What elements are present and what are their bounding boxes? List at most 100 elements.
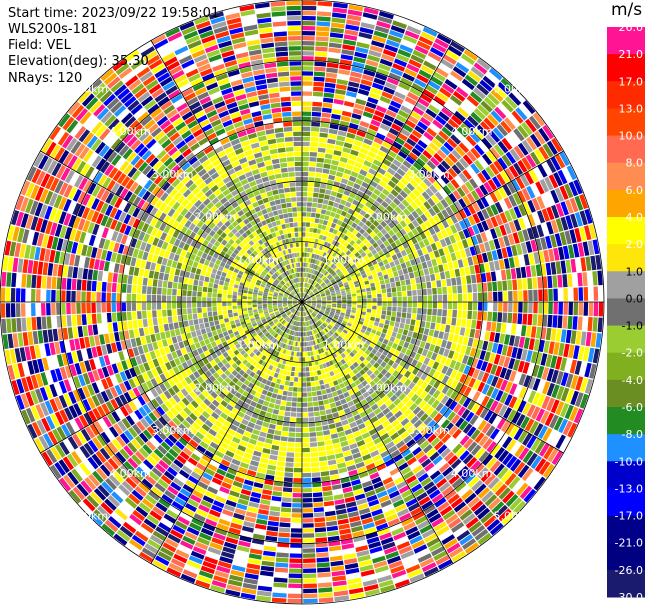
velocity-gate bbox=[319, 281, 324, 286]
velocity-gate bbox=[332, 318, 338, 322]
velocity-gate bbox=[543, 249, 550, 263]
velocity-gate bbox=[397, 296, 402, 302]
velocity-gate bbox=[305, 305, 310, 309]
velocity-gate bbox=[404, 96, 417, 106]
velocity-gate bbox=[338, 467, 348, 474]
velocity-gate bbox=[484, 262, 490, 273]
velocity-gate bbox=[327, 349, 332, 355]
velocity-gate bbox=[303, 538, 315, 543]
velocity-gate bbox=[371, 348, 378, 355]
velocity-gate bbox=[308, 268, 311, 273]
velocity-gate bbox=[331, 17, 346, 24]
velocity-gate bbox=[331, 565, 345, 572]
velocity-gate bbox=[307, 187, 314, 192]
velocity-gate bbox=[501, 512, 515, 525]
velocity-gate bbox=[331, 108, 342, 115]
velocity-gate bbox=[330, 27, 344, 34]
velocity-gate bbox=[328, 464, 338, 471]
velocity-gate bbox=[418, 496, 431, 506]
velocity-gate bbox=[334, 241, 340, 247]
velocity-gate bbox=[319, 325, 324, 330]
velocity-gate bbox=[199, 340, 206, 347]
velocity-gate bbox=[302, 51, 315, 56]
velocity-gate bbox=[355, 245, 362, 252]
velocity-gate bbox=[345, 334, 351, 340]
velocity-gate bbox=[318, 273, 323, 278]
velocity-gate bbox=[359, 186, 367, 193]
velocity-gate bbox=[397, 244, 405, 252]
velocity-gate bbox=[302, 5, 317, 11]
velocity-gate bbox=[312, 302, 317, 304]
velocity-gate bbox=[404, 452, 414, 462]
velocity-gate bbox=[361, 142, 371, 150]
velocity-gate bbox=[330, 364, 336, 371]
velocity-gate bbox=[423, 357, 431, 366]
velocity-gate bbox=[417, 289, 422, 296]
velocity-gate bbox=[518, 103, 532, 118]
velocity-gate bbox=[317, 285, 321, 290]
velocity-gate bbox=[335, 330, 341, 335]
velocity-gate bbox=[421, 282, 427, 289]
velocity-gate bbox=[428, 267, 435, 275]
velocity-gate bbox=[590, 255, 597, 271]
velocity-gate bbox=[593, 302, 599, 317]
velocity-gate bbox=[349, 246, 355, 252]
velocity-gate bbox=[356, 255, 363, 261]
velocity-gate bbox=[323, 241, 329, 247]
velocity-gate bbox=[380, 265, 386, 271]
velocity-gate bbox=[384, 371, 392, 379]
velocity-gate bbox=[441, 339, 448, 348]
velocity-gate bbox=[271, 597, 287, 603]
velocity-gate bbox=[312, 287, 316, 292]
velocity-gate bbox=[512, 89, 525, 103]
velocity-gate bbox=[547, 314, 553, 328]
velocity-gate bbox=[302, 36, 315, 41]
velocity-gate bbox=[464, 247, 472, 257]
velocity-gate bbox=[411, 129, 423, 139]
velocity-gate bbox=[557, 274, 563, 288]
velocity-gate bbox=[429, 184, 438, 194]
velocity-gate bbox=[492, 127, 505, 140]
velocity-gate bbox=[316, 31, 330, 37]
velocity-gate bbox=[303, 267, 306, 272]
velocity-gate bbox=[325, 515, 337, 522]
velocity-gate bbox=[327, 344, 332, 350]
velocity-gate bbox=[269, 454, 278, 461]
velocity-gate bbox=[546, 397, 555, 412]
velocity-gate bbox=[326, 318, 331, 323]
velocity-gate bbox=[322, 107, 332, 113]
velocity-gate bbox=[408, 59, 422, 69]
velocity-gate bbox=[489, 522, 504, 536]
velocity-gate bbox=[447, 118, 460, 130]
velocity-gate bbox=[333, 2, 348, 9]
velocity-gate bbox=[477, 283, 483, 292]
velocity-gate bbox=[349, 285, 355, 289]
velocity-gate bbox=[363, 177, 372, 184]
velocity-gate bbox=[327, 138, 336, 145]
velocity-gate bbox=[494, 504, 508, 518]
velocity-gate bbox=[479, 79, 493, 92]
velocity-gate bbox=[494, 402, 504, 415]
velocity-gate bbox=[321, 173, 329, 179]
velocity-gate bbox=[410, 259, 416, 266]
velocity-gate bbox=[363, 343, 369, 349]
velocity-gate bbox=[322, 252, 327, 258]
velocity-gate bbox=[310, 279, 313, 284]
velocity-gate bbox=[467, 496, 480, 508]
velocity-gate bbox=[316, 305, 321, 308]
velocity-gate bbox=[560, 260, 567, 274]
velocity-gate bbox=[543, 463, 555, 478]
velocity-gate bbox=[321, 294, 326, 297]
velocity-gate bbox=[431, 546, 446, 557]
velocity-gate bbox=[545, 235, 553, 249]
velocity-gate bbox=[569, 229, 577, 244]
velocity-gate bbox=[383, 437, 393, 445]
velocity-gate bbox=[469, 414, 479, 426]
velocity-gate bbox=[317, 203, 323, 209]
velocity-gate bbox=[441, 433, 452, 444]
velocity-gate bbox=[488, 292, 493, 302]
velocity-gate bbox=[294, 377, 298, 382]
velocity-gate bbox=[345, 286, 350, 291]
velocity-gate bbox=[457, 107, 470, 118]
velocity-gate bbox=[424, 533, 438, 543]
